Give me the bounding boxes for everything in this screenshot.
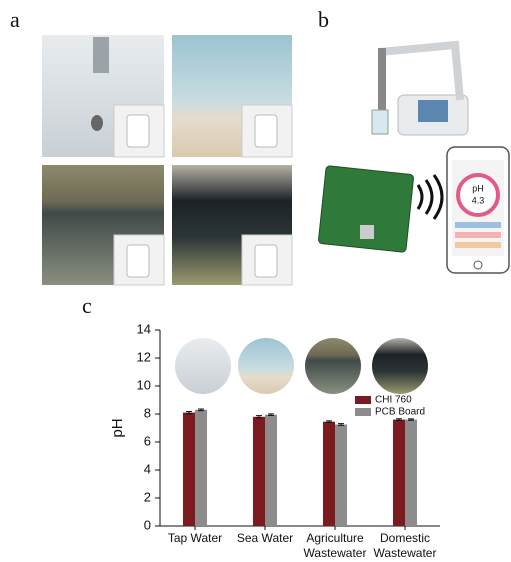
y-axis-label: pH <box>109 418 126 437</box>
y-tick-label: 10 <box>137 377 151 392</box>
legend-swatch <box>355 408 371 416</box>
error-bar <box>408 419 414 420</box>
panel-label: b <box>318 7 329 32</box>
bar <box>253 417 265 526</box>
bar <box>183 413 195 526</box>
legend-swatch <box>355 396 371 404</box>
y-tick-label: 2 <box>144 489 151 504</box>
x-tick-label: Domestic Wastewater <box>368 531 442 561</box>
bar <box>265 415 277 526</box>
bar <box>323 422 335 526</box>
x-tick-label: Sea Water <box>228 531 302 546</box>
y-tick-label: 6 <box>144 433 151 448</box>
y-tick-label: 14 <box>137 321 151 336</box>
bar <box>405 420 417 526</box>
y-tick-label: 8 <box>144 405 151 420</box>
x-tick-label: Tap Water <box>158 531 232 546</box>
phone-label: pH <box>472 183 484 193</box>
phone-value: 4.3 <box>472 195 485 205</box>
panel-label: a <box>10 7 20 32</box>
device-illustration: pH 4.3 <box>318 45 509 273</box>
y-tick-label: 0 <box>144 517 151 532</box>
bar <box>335 425 347 527</box>
legend-label: PCB Board <box>375 407 425 418</box>
photo-grid <box>42 35 292 285</box>
legend-label: CHI 760 <box>375 395 412 406</box>
chart: a b c pH 4.3 pH 02468101214CHI 76 <box>0 0 511 562</box>
bar <box>393 420 405 526</box>
figure: a b c pH 4.3 pH 02468101214CHI 76 <box>0 0 511 562</box>
y-tick-label: 4 <box>144 461 151 476</box>
panel-label: c <box>82 293 92 318</box>
sample-photos <box>175 338 428 394</box>
x-tick-label: Agriculture Wastewater <box>298 531 372 561</box>
bar <box>195 410 207 526</box>
y-tick-label: 12 <box>137 349 151 364</box>
